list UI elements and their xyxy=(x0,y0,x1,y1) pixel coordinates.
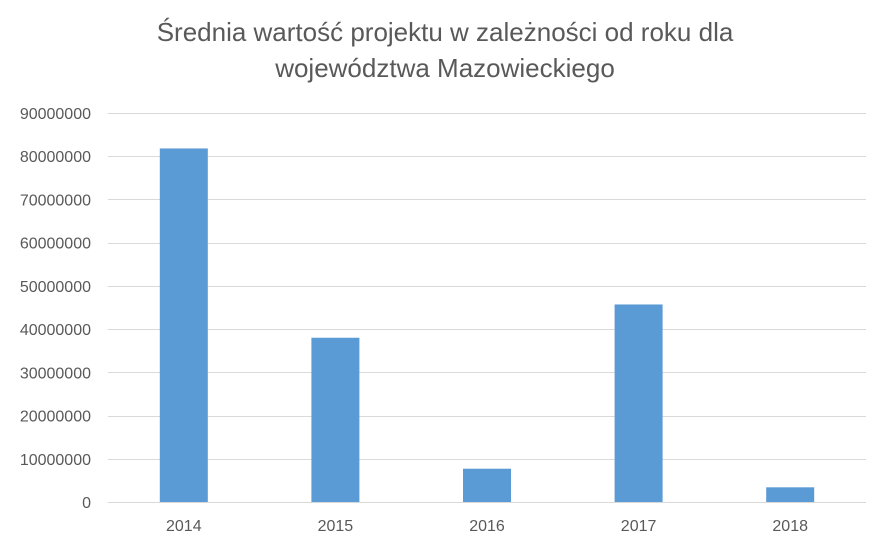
y-tick-label: 40000000 xyxy=(20,322,91,339)
y-tick-label: 20000000 xyxy=(20,409,91,426)
y-tick-label: 50000000 xyxy=(20,279,91,296)
bar-2015 xyxy=(311,337,360,502)
y-tick-label: 0 xyxy=(82,495,91,512)
chart-title: Średnia wartość projektu w zależności od… xyxy=(0,14,890,86)
gridlines xyxy=(108,113,866,503)
bar-2018 xyxy=(766,487,815,502)
y-axis-tick-labels: 0 10000000 20000000 30000000 40000000 5000000… xyxy=(20,106,91,512)
bar-2016 xyxy=(463,468,511,502)
y-tick-label: 90000000 xyxy=(20,106,91,123)
x-axis-tick-labels: 2014 2015 2016 2017 2018 xyxy=(166,518,808,535)
x-tick-label: 2015 xyxy=(318,518,354,535)
bars xyxy=(159,148,815,503)
y-tick-label: 70000000 xyxy=(20,192,91,209)
y-tick-label: 30000000 xyxy=(20,365,91,382)
bar-2017 xyxy=(614,304,663,502)
chart-title-line-2: województwa Mazowieckiego xyxy=(275,53,615,83)
chart-title-line-1: Średnia wartość projektu w zależności od… xyxy=(156,17,734,47)
x-tick-label: 2017 xyxy=(621,518,657,535)
x-tick-label: 2016 xyxy=(469,518,505,535)
y-tick-label: 80000000 xyxy=(20,149,91,166)
x-tick-label: 2014 xyxy=(166,518,202,535)
x-tick-label: 2018 xyxy=(772,518,808,535)
y-tick-label: 60000000 xyxy=(20,236,91,253)
bar-2014 xyxy=(159,148,208,503)
y-tick-label: 10000000 xyxy=(20,452,91,469)
